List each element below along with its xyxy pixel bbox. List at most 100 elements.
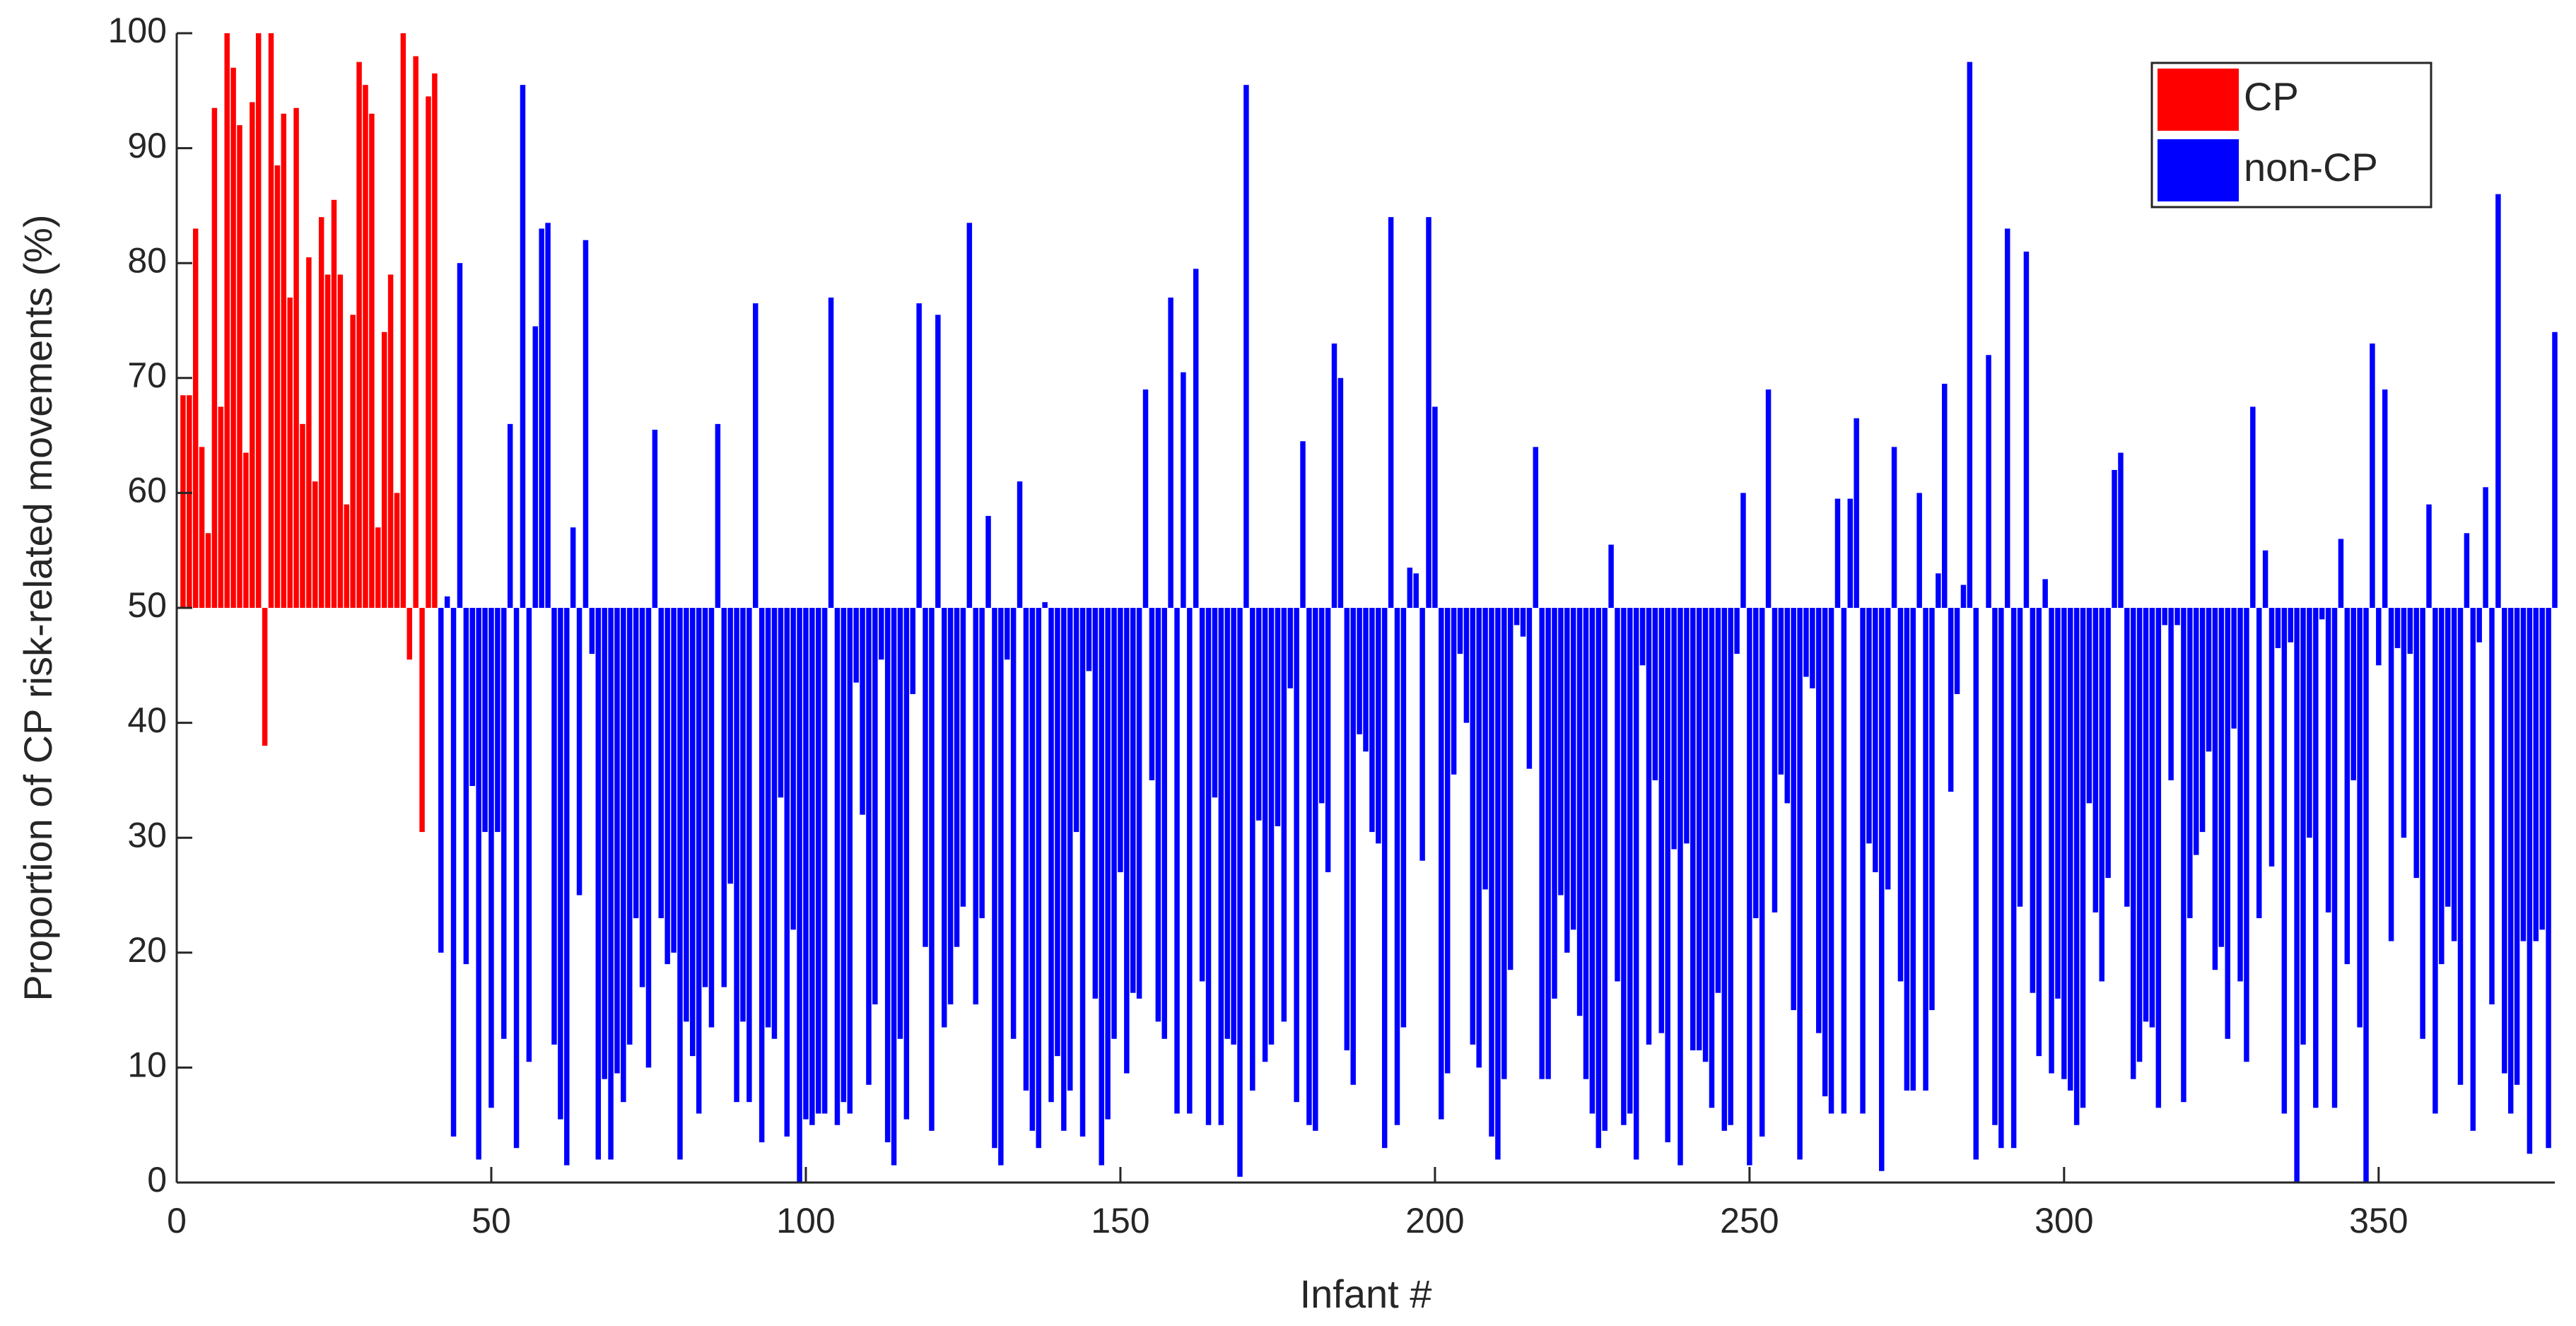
bar — [2010, 608, 2017, 1149]
y-tick-label: 70 — [127, 356, 167, 395]
bar — [2413, 608, 2419, 879]
bar — [356, 61, 362, 608]
bar — [1709, 608, 1715, 1108]
bar — [1570, 608, 1576, 930]
bar — [652, 429, 658, 608]
bar — [658, 608, 664, 919]
bar — [2439, 608, 2445, 965]
bar — [2262, 550, 2268, 608]
bar — [2533, 608, 2539, 941]
bar — [230, 67, 236, 608]
bar — [2338, 539, 2344, 608]
bar — [841, 608, 847, 1103]
bar — [306, 257, 312, 608]
bar — [1834, 498, 1841, 608]
bar — [438, 608, 444, 953]
bar — [1010, 608, 1017, 1039]
bar — [250, 102, 255, 608]
bar — [960, 608, 966, 907]
bar — [1224, 608, 1230, 1039]
bar — [702, 608, 708, 987]
bar — [1992, 608, 1998, 1125]
bar — [1073, 608, 1079, 833]
bar — [1879, 608, 1885, 1171]
bar — [1187, 608, 1193, 1114]
bar — [1205, 608, 1212, 1125]
bar — [847, 608, 853, 1114]
bar — [1678, 608, 1683, 1166]
bar — [1702, 608, 1709, 1062]
bar — [734, 608, 739, 1103]
bar — [1463, 608, 1470, 723]
bar — [778, 608, 784, 798]
bar — [954, 608, 960, 947]
bar — [1873, 608, 1878, 872]
bar — [1960, 585, 1967, 608]
y-tick-label: 0 — [147, 1160, 167, 1199]
bar — [1231, 608, 1236, 1045]
bar — [211, 107, 218, 608]
bar — [1255, 608, 1262, 821]
bar — [1721, 608, 1728, 1131]
bar — [765, 608, 771, 1028]
bar — [1596, 608, 1602, 1149]
bar — [1426, 217, 1432, 608]
bar — [1275, 608, 1281, 826]
bar — [1734, 608, 1740, 655]
bar — [1136, 608, 1142, 999]
bar — [1520, 608, 1526, 637]
bar — [1923, 608, 1928, 1091]
x-tick-label: 100 — [776, 1201, 835, 1240]
y-tick-label: 90 — [127, 126, 167, 165]
bar — [2168, 608, 2174, 780]
bar — [1400, 608, 1407, 1028]
bar — [747, 608, 752, 1103]
bar — [262, 608, 268, 746]
bar — [2546, 608, 2551, 1149]
bar — [639, 608, 645, 987]
bar — [1615, 608, 1620, 982]
bar — [1029, 608, 1036, 1131]
bar — [645, 608, 652, 1068]
bar — [1048, 608, 1054, 1103]
bar — [614, 608, 620, 1074]
bar — [973, 608, 978, 1004]
x-tick-label: 150 — [1091, 1201, 1149, 1240]
bar — [1998, 608, 2004, 1149]
bar — [2288, 608, 2293, 643]
bar — [1300, 441, 1306, 608]
bar — [715, 423, 721, 608]
bar — [205, 533, 211, 608]
bar — [753, 303, 759, 608]
bar — [2225, 608, 2230, 1039]
y-axis-label: Proportion of CP risk-related movements … — [16, 214, 60, 1001]
bar — [1181, 372, 1186, 608]
bar — [287, 297, 293, 608]
bar — [2149, 608, 2155, 1028]
bar — [2275, 608, 2281, 648]
bar — [300, 423, 305, 608]
bar — [394, 493, 400, 608]
bar — [2319, 608, 2325, 620]
bar — [501, 608, 507, 1039]
bar — [1444, 608, 1451, 1074]
bar — [1193, 269, 1199, 608]
bar — [2068, 608, 2073, 1091]
bar — [432, 73, 438, 608]
bar — [199, 447, 205, 608]
bar — [1105, 608, 1111, 1120]
bar — [419, 608, 425, 833]
bar — [237, 125, 242, 608]
bar — [1476, 608, 1482, 1068]
bar — [1004, 608, 1010, 660]
bar — [1111, 608, 1117, 1039]
bar — [1652, 608, 1658, 780]
bar — [2370, 344, 2375, 608]
bar — [2124, 608, 2130, 907]
bar — [1558, 608, 1564, 896]
bar — [1042, 602, 1048, 608]
bar — [797, 608, 802, 1183]
bar — [2476, 608, 2482, 643]
bar — [2099, 608, 2104, 982]
bar — [1690, 608, 1696, 1051]
